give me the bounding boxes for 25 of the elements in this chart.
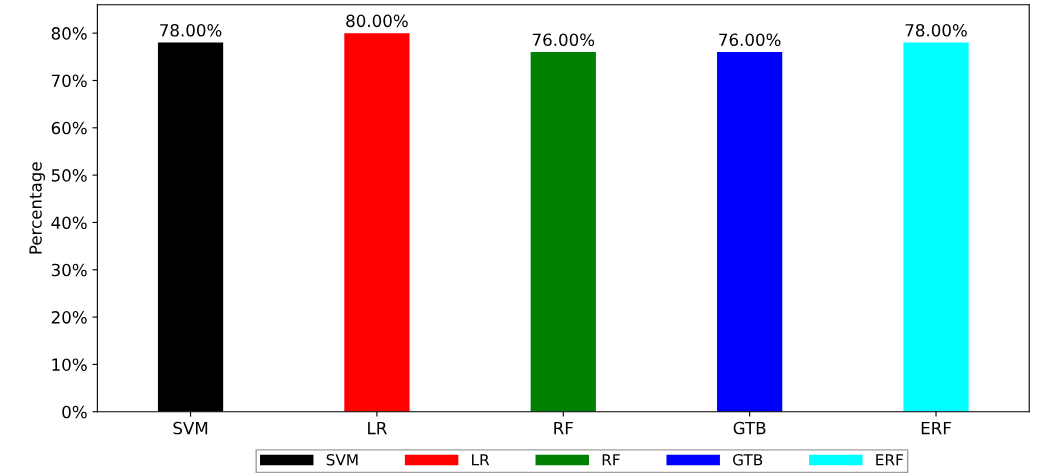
legend-label: GTB (733, 453, 763, 466)
x-tick-label: SVM (173, 421, 208, 435)
y-tick-label: 60% (51, 121, 87, 135)
y-tick-label: 30% (51, 263, 87, 277)
x-tick-label: LR (368, 421, 387, 435)
y-tick-label: 80% (51, 27, 87, 40)
x-tick-label: GTB (733, 421, 766, 435)
legend-label: RF (602, 454, 620, 466)
data-label: 76.00% (719, 33, 781, 47)
y-tick-label: 70% (51, 74, 87, 88)
data-label: 80.00% (346, 14, 408, 28)
y-tick-label: 10% (52, 358, 87, 371)
legend-label: LR (472, 454, 490, 466)
y-tick-label: 40% (51, 216, 87, 230)
data-label: 78.00% (160, 24, 222, 37)
legend-label: ERF (876, 454, 903, 466)
data-label: 78.00% (905, 24, 967, 37)
y-tick-label: 20% (51, 311, 87, 324)
y-tick-label: 0% (62, 405, 87, 419)
y-tick-label: 50% (51, 169, 87, 182)
y-axis-title: Percentage (29, 162, 46, 254)
data-label: 76.00% (532, 33, 595, 47)
x-tick-label: RF (554, 421, 573, 435)
legend-label: SVM (326, 453, 358, 466)
x-tick-label: ERF (921, 421, 951, 435)
